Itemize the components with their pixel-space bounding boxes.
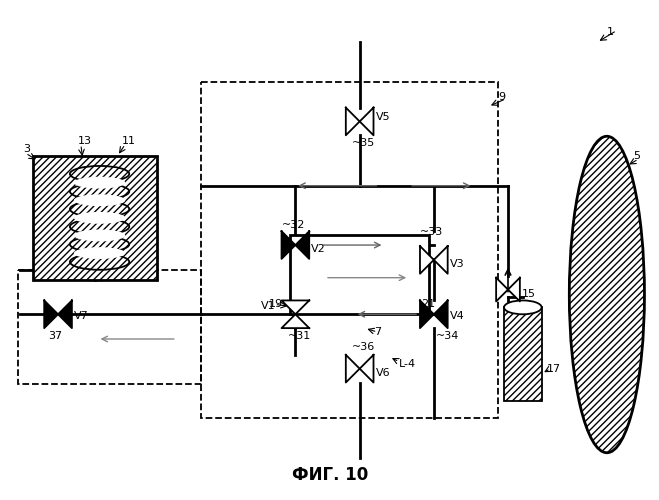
Text: 9: 9	[498, 92, 505, 102]
Text: ~34: ~34	[436, 331, 459, 341]
Polygon shape	[434, 300, 447, 328]
Text: 11: 11	[123, 136, 136, 146]
Text: V1: V1	[261, 302, 275, 312]
Text: L-4: L-4	[399, 358, 416, 368]
Polygon shape	[44, 300, 58, 328]
Polygon shape	[360, 108, 374, 136]
Text: 5: 5	[633, 151, 641, 161]
Text: ~32: ~32	[281, 220, 305, 230]
Polygon shape	[434, 246, 447, 274]
Text: 17: 17	[546, 364, 561, 374]
Text: 1: 1	[607, 28, 614, 38]
Ellipse shape	[74, 176, 125, 188]
Ellipse shape	[569, 136, 645, 452]
Polygon shape	[508, 278, 520, 301]
Bar	[291, 235, 429, 314]
Bar	[202, 82, 498, 418]
Ellipse shape	[74, 194, 125, 206]
Text: V4: V4	[449, 312, 465, 322]
Polygon shape	[281, 314, 309, 328]
Text: ФИГ. 10: ФИГ. 10	[292, 466, 368, 484]
Text: V6: V6	[376, 368, 390, 378]
Polygon shape	[58, 300, 72, 328]
Bar	[34, 156, 157, 280]
Text: 21: 21	[421, 300, 435, 310]
Polygon shape	[295, 231, 309, 259]
Text: V5: V5	[376, 112, 390, 122]
Text: ~36: ~36	[352, 342, 375, 352]
Text: V7: V7	[74, 312, 88, 322]
Text: 19: 19	[269, 300, 283, 310]
Polygon shape	[496, 278, 508, 301]
Text: ~31: ~31	[287, 331, 311, 341]
Polygon shape	[360, 355, 374, 382]
Text: ~35: ~35	[352, 138, 375, 148]
Text: V2: V2	[311, 244, 326, 254]
Polygon shape	[346, 108, 360, 136]
Text: 7: 7	[374, 327, 382, 337]
Ellipse shape	[504, 300, 542, 314]
Text: ~33: ~33	[420, 227, 444, 237]
Ellipse shape	[74, 212, 125, 224]
Polygon shape	[420, 246, 434, 274]
Bar	[504, 308, 542, 402]
Bar	[18, 270, 202, 384]
Ellipse shape	[74, 247, 125, 259]
Text: V3: V3	[449, 259, 465, 269]
Polygon shape	[420, 300, 434, 328]
Polygon shape	[281, 231, 295, 259]
Text: 15: 15	[522, 288, 536, 298]
Polygon shape	[281, 300, 309, 314]
Text: 3: 3	[24, 144, 30, 154]
Text: 37: 37	[48, 331, 63, 341]
Ellipse shape	[74, 230, 125, 241]
Text: 13: 13	[78, 136, 92, 146]
Polygon shape	[346, 355, 360, 382]
